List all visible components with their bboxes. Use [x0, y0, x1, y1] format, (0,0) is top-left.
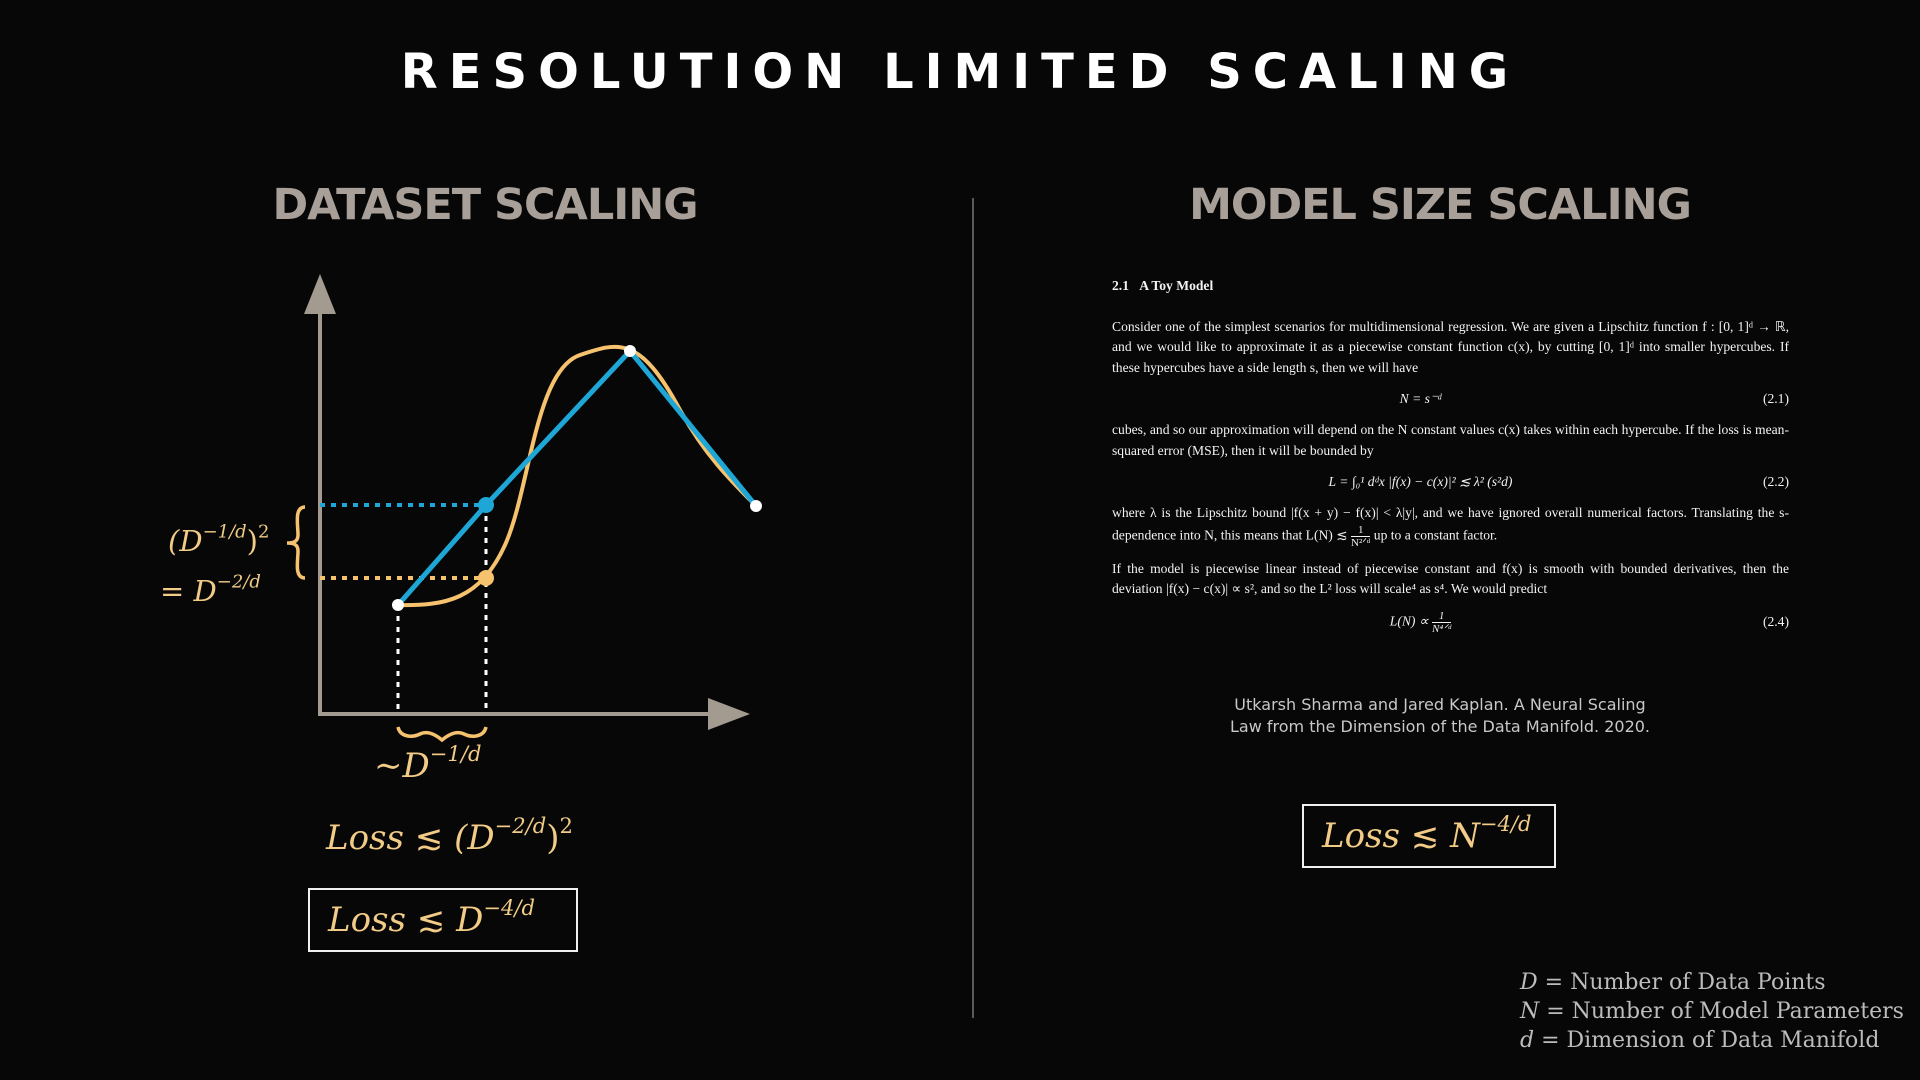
spacing-label: ∼D−1/d [374, 741, 482, 786]
sample-point-peak [624, 345, 636, 357]
paper-equation-2-1: N = s⁻ᵈ (2.1) [1399, 390, 1789, 406]
sample-point-start [392, 599, 404, 611]
paper-equation-2-2: L = ∫₀¹ dᵈx |f(x) − c(x)|² ≲ λ² (s²d) (2… [1328, 473, 1789, 489]
piecewise-linear-approximation [396, 348, 758, 607]
paper-paragraph-3: where λ is the Lipschitz bound |f(x + y)… [1112, 505, 1789, 549]
citation: Utkarsh Sharma and Jared Kaplan. A Neura… [1229, 695, 1651, 736]
wavy-brace-icon [396, 726, 488, 743]
paper-equation-2-4: L(N) ∝ 1 N⁴ᐟᵈ (2.4) [1389, 609, 1789, 635]
legend-item: d = Dimension of Data Manifold [1520, 1028, 1880, 1053]
approximation-point [478, 497, 494, 513]
legend-item: N = Number of Model Parameters [1520, 999, 1904, 1024]
paper-excerpt: 2.1 A Toy Model Consider one of the simp… [1112, 276, 1789, 645]
true-function-curve [397, 344, 758, 608]
dataset-loss-box: Loss ≲ D−4/d [308, 888, 578, 952]
brace-label-line1: (D−1/d)2 [168, 521, 270, 558]
paper-paragraph-1: Consider one of the simplest scenarios f… [1112, 318, 1789, 375]
section-divider [972, 198, 974, 1018]
legend-item: D = Number of Data Points [1520, 970, 1826, 995]
paper-paragraph-2: cubes, and so our approximation will dep… [1112, 422, 1789, 458]
paper-section-heading: 2.1 A Toy Model [1112, 278, 1214, 293]
brace-label-line2: = D−2/d [160, 571, 261, 608]
sample-point-end [750, 500, 762, 512]
dataset-scaling-title: DATASET SCALING [272, 180, 698, 230]
variable-legend: D = Number of Data Points N = Number of … [1520, 968, 1904, 1055]
arrow-up-icon [304, 274, 336, 314]
loss-bound-equation: Loss ≲ (D−2/d)2 [326, 813, 573, 858]
curly-brace-icon [286, 505, 306, 580]
paper-paragraph-4: If the model is piecewise linear instead… [1112, 560, 1789, 597]
arrow-right-icon [708, 698, 750, 730]
model-size-scaling-title: MODEL SIZE SCALING [1189, 180, 1692, 230]
true-value-point [478, 570, 494, 586]
slide-title: RESOLUTION LIMITED SCALING [400, 44, 1520, 100]
model-loss-box: Loss ≲ N−4/d [1302, 804, 1556, 868]
